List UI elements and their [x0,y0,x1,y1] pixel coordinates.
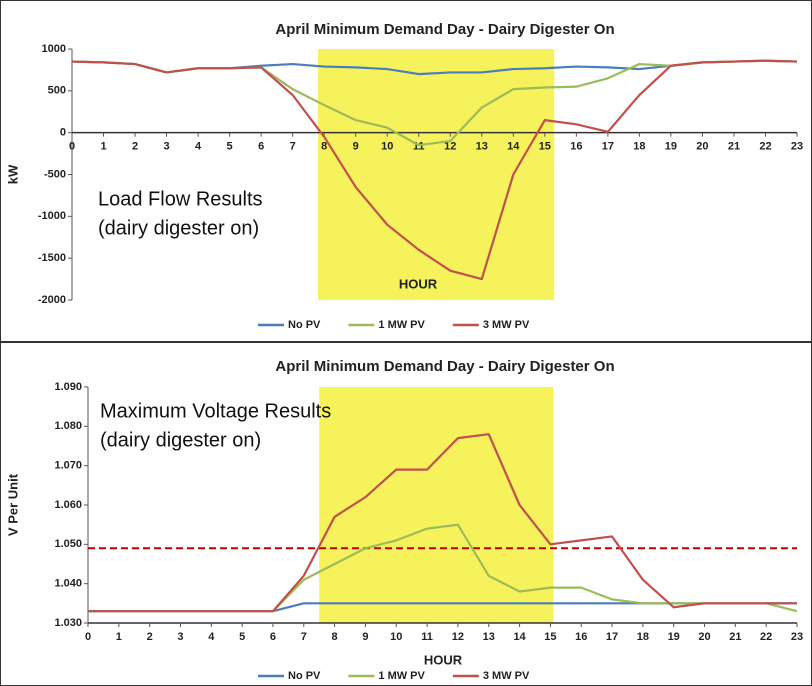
x-tick-label: 1 [116,631,122,643]
y-tick-label: -2000 [38,294,66,306]
x-tick-label: 9 [353,141,359,153]
x-tick-label: 0 [85,631,91,643]
annotation: (dairy digester on) [100,429,261,451]
series-line [71,59,798,281]
y-tick-label: 1.050 [54,538,82,550]
x-tick-label: 6 [270,631,276,643]
annotation: Maximum Voltage Results [100,400,331,422]
x-tick-label: 20 [696,141,708,153]
annotation: Load Flow Results [98,188,263,210]
x-tick-label: 17 [602,141,614,153]
legend-label: No PV [288,319,321,331]
x-tick-label: 22 [759,141,771,153]
y-tick-label: -1000 [38,210,66,222]
highlight-band [319,387,554,623]
y-tick-label: 1.080 [54,420,82,432]
x-tick-label: 10 [390,631,402,643]
series-line [88,433,797,613]
y-tick-label: 500 [48,85,66,97]
x-tick-label: 21 [729,631,741,643]
x-tick-label: 23 [791,631,803,643]
highlight-band [317,49,555,300]
y-tick-label: 1.030 [54,617,82,629]
legend-label: No PV [288,670,321,682]
x-tick-label: 15 [544,631,556,643]
x-tick-label: 12 [452,631,464,643]
y-tick-label: -1500 [38,252,66,264]
x-tick-label: 11 [421,631,433,643]
x-tick-label: 19 [665,141,677,153]
x-tick-label: 3 [177,631,183,643]
legend-label: 3 MW PV [483,670,530,682]
x-tick-label: 12 [444,141,456,153]
y-tick-label: 1000 [42,43,66,55]
y-tick-label: -500 [44,168,66,180]
x-tick-label: 14 [513,631,526,643]
chart-title: April Minimum Demand Day - Dairy Digeste… [275,21,614,38]
x-tick-label: 16 [570,141,582,153]
x-tick-label: 20 [698,631,710,643]
x-axis-label: HOUR [399,276,438,291]
annotation: (dairy digester on) [98,217,259,239]
x-tick-label: 22 [760,631,772,643]
x-tick-label: 3 [164,141,170,153]
x-tick-label: 7 [301,631,307,643]
x-tick-label: 8 [332,631,338,643]
y-tick-label: 1.090 [54,381,82,393]
x-tick-label: 14 [507,141,520,153]
y-axis-label: kW [5,164,20,184]
x-tick-label: 0 [69,141,75,153]
x-tick-label: 2 [132,141,138,153]
x-tick-label: 5 [227,141,233,153]
x-axis-label: HOUR [424,652,463,667]
x-tick-label: 13 [483,631,495,643]
x-tick-label: 23 [791,141,803,153]
x-tick-label: 2 [147,631,153,643]
x-tick-label: 19 [668,631,680,643]
x-tick-label: 7 [290,141,296,153]
y-tick-label: 1.040 [54,578,82,590]
x-tick-label: 8 [321,141,327,153]
x-tick-label: 5 [239,631,245,643]
x-tick-label: 18 [637,631,649,643]
x-tick-label: 4 [195,141,202,153]
x-tick-label: 9 [362,631,368,643]
x-tick-label: 10 [381,141,393,153]
legend-label: 1 MW PV [378,670,425,682]
legend-label: 3 MW PV [483,319,530,331]
x-tick-label: 17 [606,631,618,643]
y-axis-label: V Per Unit [5,473,20,536]
x-tick-label: 21 [728,141,740,153]
x-tick-label: 15 [539,141,551,153]
x-tick-label: 1 [100,141,106,153]
x-tick-label: 4 [208,631,215,643]
x-tick-label: 11 [413,141,425,153]
y-tick-label: 0 [60,127,66,139]
x-tick-label: 6 [258,141,264,153]
x-tick-label: 16 [575,631,587,643]
legend-label: 1 MW PV [378,319,425,331]
chart-title: April Minimum Demand Day - Dairy Digeste… [275,358,614,375]
x-tick-label: 13 [476,141,488,153]
y-tick-label: 1.070 [54,460,82,472]
x-tick-label: 18 [633,141,645,153]
y-tick-label: 1.060 [54,499,82,511]
